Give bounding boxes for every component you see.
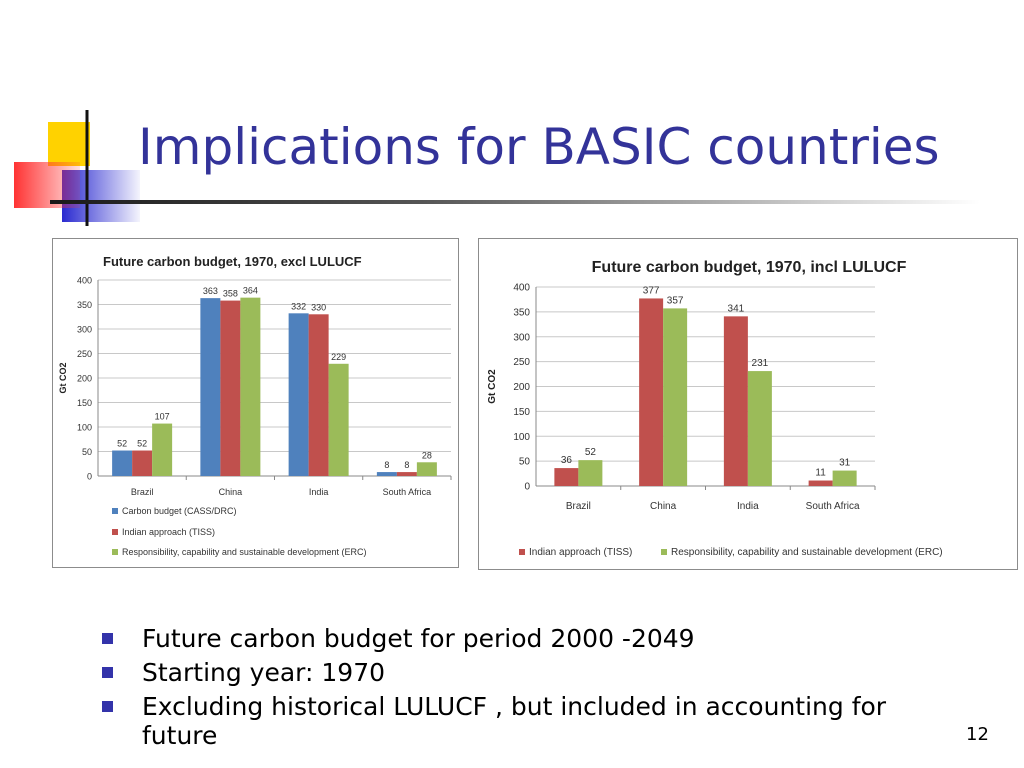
data-label: 107 bbox=[155, 412, 170, 422]
data-label: 8 bbox=[384, 460, 389, 470]
x-tick-label: China bbox=[650, 501, 677, 512]
y-tick-label: 100 bbox=[513, 432, 530, 443]
data-label: 332 bbox=[291, 301, 306, 311]
x-tick-label: China bbox=[219, 487, 243, 497]
legend-swatch bbox=[112, 508, 118, 514]
data-label: 11 bbox=[815, 468, 826, 479]
bar bbox=[376, 472, 397, 476]
y-tick-label: 400 bbox=[77, 276, 92, 286]
y-tick-label: 300 bbox=[77, 325, 92, 335]
x-tick-label: South Africa bbox=[806, 501, 860, 512]
title-decoration bbox=[14, 110, 140, 226]
y-tick-label: 0 bbox=[524, 482, 530, 493]
legend-label: Indian approach (TISS) bbox=[122, 527, 215, 537]
bar bbox=[132, 450, 153, 476]
y-axis-label: Gt CO2 bbox=[487, 369, 498, 404]
bullet-text: Starting year: 1970 bbox=[142, 658, 386, 687]
bar bbox=[240, 297, 261, 476]
data-label: 377 bbox=[643, 285, 660, 296]
title-underline bbox=[50, 200, 980, 204]
y-tick-label: 250 bbox=[77, 349, 92, 359]
y-tick-label: 400 bbox=[513, 283, 530, 294]
data-label: 36 bbox=[561, 455, 573, 466]
bullet-item: Starting year: 1970 bbox=[102, 658, 922, 687]
bar bbox=[747, 371, 772, 486]
data-label: 364 bbox=[243, 286, 258, 296]
bar bbox=[112, 450, 133, 476]
chart-excl-lulucf-svg: Future carbon budget, 1970, excl LULUCF 0… bbox=[58, 254, 452, 557]
data-label: 52 bbox=[137, 439, 147, 449]
bullet-item: Excluding historical LULUCF , but includ… bbox=[102, 692, 922, 750]
legend-label: Responsibility, capability and sustainab… bbox=[671, 547, 943, 558]
y-axis-label: Gt CO2 bbox=[58, 362, 68, 393]
yellow-square bbox=[48, 122, 90, 166]
y-tick-label: 50 bbox=[82, 447, 92, 457]
bullet-item: Future carbon budget for period 2000 -20… bbox=[102, 624, 922, 653]
page-number: 12 bbox=[966, 724, 989, 745]
y-tick-label: 350 bbox=[77, 300, 92, 310]
x-tick-label: India bbox=[737, 501, 759, 512]
y-tick-label: 200 bbox=[77, 374, 92, 384]
data-label: 357 bbox=[667, 295, 684, 306]
x-tick-label: Brazil bbox=[566, 501, 591, 512]
bar bbox=[396, 472, 417, 476]
bullet-square-icon bbox=[102, 701, 113, 712]
bullet-square-icon bbox=[102, 667, 113, 678]
bar bbox=[220, 300, 241, 476]
bullet-list: Future carbon budget for period 2000 -20… bbox=[102, 624, 922, 755]
chart-title: Future carbon budget, 1970, excl LULUCF bbox=[103, 254, 362, 269]
bar bbox=[578, 460, 603, 486]
bullet-square-icon bbox=[102, 633, 113, 644]
data-label: 330 bbox=[311, 302, 326, 312]
legend-swatch bbox=[112, 529, 118, 535]
data-label: 31 bbox=[839, 458, 851, 469]
x-tick-label: India bbox=[309, 487, 329, 497]
data-label: 341 bbox=[728, 303, 745, 314]
bar bbox=[328, 363, 349, 476]
legend-swatch bbox=[519, 549, 525, 555]
chart-incl-lulucf: Future carbon budget, 1970, incl LULUCF 0… bbox=[478, 238, 1018, 570]
data-label: 231 bbox=[752, 358, 769, 369]
bar bbox=[152, 423, 173, 476]
legend-label: Carbon budget (CASS/DRC) bbox=[122, 506, 237, 516]
y-tick-label: 50 bbox=[519, 457, 531, 468]
y-tick-label: 100 bbox=[77, 423, 92, 433]
x-tick-label: Brazil bbox=[131, 487, 154, 497]
x-tick-label: South Africa bbox=[383, 487, 432, 497]
data-label: 8 bbox=[404, 460, 409, 470]
data-label: 358 bbox=[223, 289, 238, 299]
y-tick-label: 350 bbox=[513, 307, 530, 318]
bar bbox=[200, 298, 221, 476]
y-tick-label: 300 bbox=[513, 332, 530, 343]
data-label: 52 bbox=[117, 439, 127, 449]
y-tick-label: 0 bbox=[87, 472, 92, 482]
data-label: 229 bbox=[331, 352, 346, 362]
bullet-text: Future carbon budget for period 2000 -20… bbox=[142, 624, 695, 653]
legend-label: Indian approach (TISS) bbox=[529, 547, 632, 558]
bar bbox=[832, 470, 857, 486]
bar bbox=[639, 298, 664, 486]
bar bbox=[808, 480, 833, 486]
bar bbox=[308, 314, 329, 476]
y-tick-label: 150 bbox=[77, 398, 92, 408]
bar bbox=[288, 313, 309, 476]
bar bbox=[723, 316, 748, 486]
legend-swatch bbox=[112, 549, 118, 555]
bullet-text: Excluding historical LULUCF , but includ… bbox=[142, 692, 887, 750]
data-label: 52 bbox=[585, 447, 597, 458]
bar bbox=[416, 462, 437, 476]
chart-title: Future carbon budget, 1970, incl LULUCF bbox=[592, 259, 907, 276]
data-label: 363 bbox=[203, 286, 218, 296]
bar bbox=[663, 308, 688, 486]
y-tick-label: 250 bbox=[513, 357, 530, 368]
chart-incl-lulucf-svg: Future carbon budget, 1970, incl LULUCF 0… bbox=[487, 259, 943, 558]
bar bbox=[554, 468, 579, 486]
data-label: 28 bbox=[422, 450, 432, 460]
y-tick-label: 200 bbox=[513, 382, 530, 393]
legend-swatch bbox=[661, 549, 667, 555]
slide-title: Implications for BASIC countries bbox=[138, 118, 940, 176]
y-tick-label: 150 bbox=[513, 407, 530, 418]
legend-label: Responsibility, capability and sustainab… bbox=[122, 547, 366, 557]
chart-excl-lulucf: Future carbon budget, 1970, excl LULUCF 0… bbox=[52, 238, 459, 568]
